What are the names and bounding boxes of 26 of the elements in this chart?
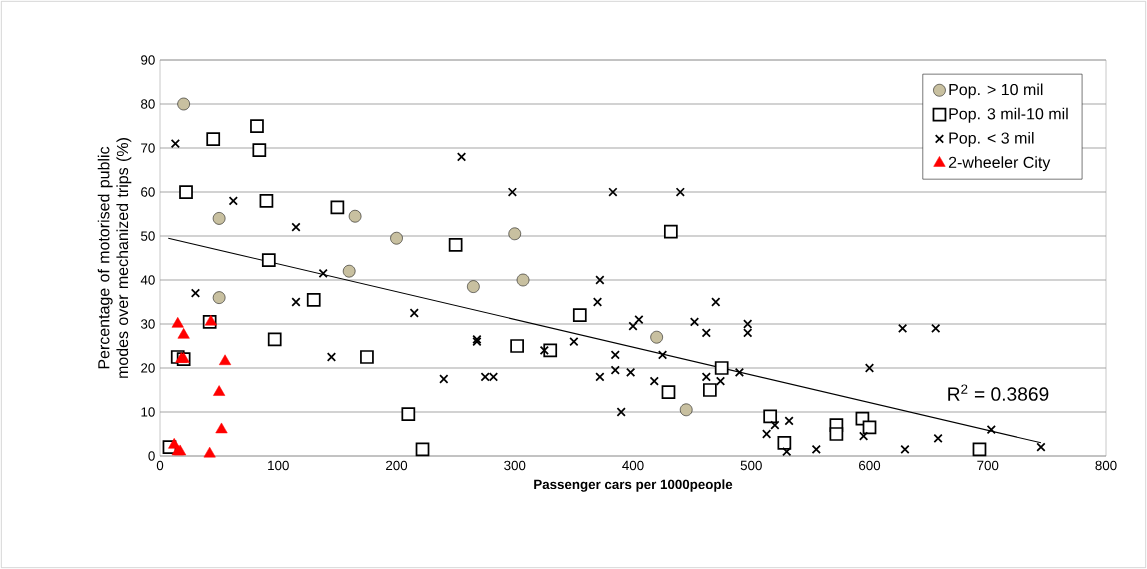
y-tick-label: 90 <box>141 55 155 65</box>
y-tick-label: 10 <box>141 407 155 417</box>
y-tick-label: 20 <box>141 363 155 373</box>
legend-label: Pop. > 10 mil <box>949 83 1043 99</box>
legend-label: Pop. < 3 mil <box>949 132 1034 147</box>
x-tick-label: 600 <box>859 460 881 471</box>
x-axis-title: Passenger cars per 1000people <box>534 479 733 492</box>
x-tick-label: 100 <box>268 460 289 471</box>
x-tick-label: 500 <box>740 460 762 471</box>
y-tick-label: 30 <box>140 319 155 329</box>
y-tick-label: 50 <box>141 231 155 241</box>
x-tick-label: 0 <box>156 460 164 471</box>
x-tick-label: 800 <box>1095 460 1117 471</box>
annotation: R$^{2}$ = 0.3869 <box>948 384 1049 401</box>
y-tick-label: 60 <box>141 187 155 197</box>
x-tick-label: 400 <box>622 460 644 471</box>
x-tick-label: 300 <box>504 460 526 471</box>
y-tick-label: 0 <box>148 451 155 461</box>
legend-label: Pop. 3 mil-10 mil <box>949 107 1068 123</box>
y-tick-label: 40 <box>140 275 155 285</box>
x-tick-label: 200 <box>386 460 408 471</box>
legend-label: 2-wheeler City <box>948 156 1051 172</box>
y-tick-label: 80 <box>141 99 155 109</box>
y-tick-label: 70 <box>141 143 155 153</box>
x-tick-label: 700 <box>977 460 999 471</box>
y-axis-title: Percentage of motorised public modes over mechanized trips (%) <box>97 138 132 378</box>
